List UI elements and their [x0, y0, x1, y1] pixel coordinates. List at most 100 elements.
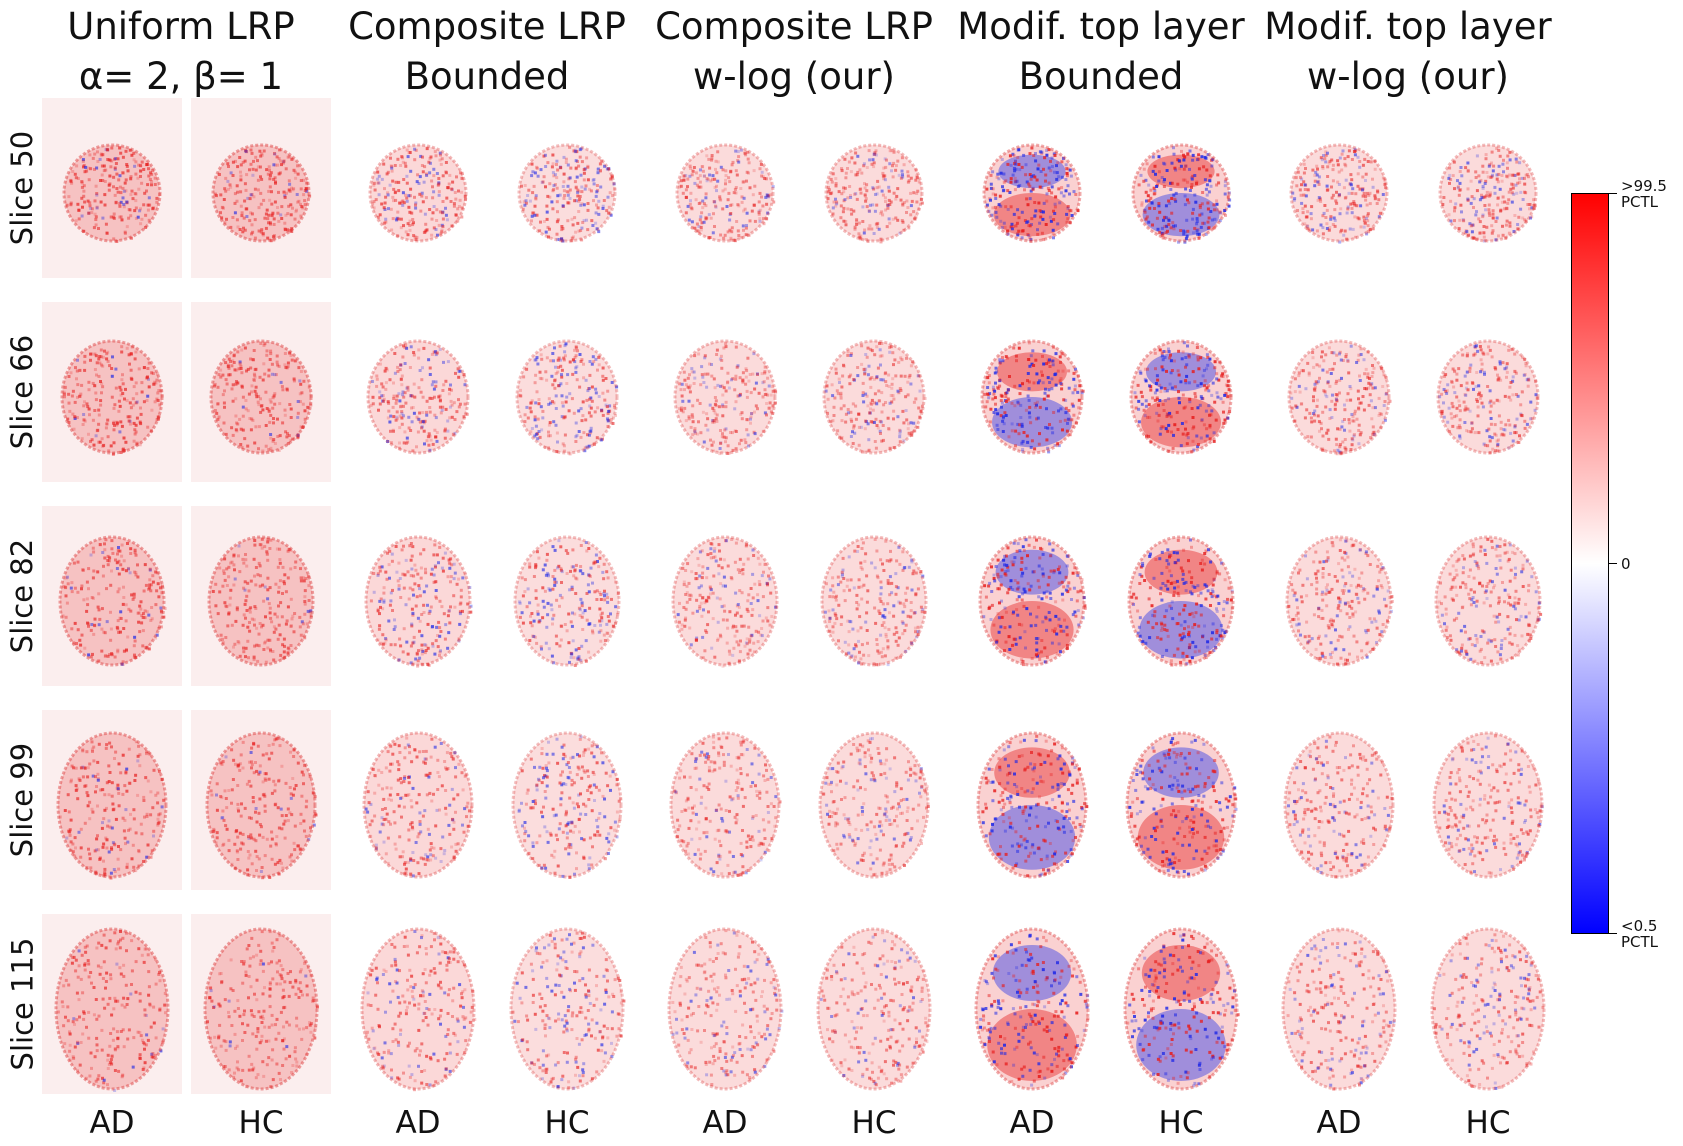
relevance-map-panel — [1413, 93, 1563, 283]
relevance-map-panel — [37, 705, 187, 895]
relevance-map-panel — [37, 909, 187, 1099]
column-title-4: Modif. top layer Bounded — [951, 2, 1251, 102]
relevance-map-panel — [1106, 909, 1256, 1099]
relevance-map-panel — [1106, 705, 1256, 895]
brain-slice-heatmap — [1432, 731, 1544, 879]
subject-label-ad: AD — [1009, 1105, 1055, 1141]
brain-slice-heatmap — [1283, 731, 1395, 879]
subject-label-hc: HC — [1158, 1105, 1204, 1141]
column-title-5-line1: Modif. top layer — [1264, 5, 1552, 48]
relevance-map-panel — [1264, 93, 1414, 283]
colorbar-gradient — [1571, 193, 1609, 934]
relevance-map-panel — [799, 705, 949, 895]
column-title-2-line2: Bounded — [404, 55, 570, 98]
relevance-map-panel — [957, 93, 1107, 283]
brain-slice-heatmap — [517, 143, 617, 243]
relevance-map-panel — [1264, 297, 1414, 487]
relevance-map-panel — [186, 501, 336, 691]
relevance-map-panel — [1413, 705, 1563, 895]
relevance-map-panel — [650, 93, 800, 283]
brain-slice-heatmap — [667, 927, 784, 1091]
subject-label-hc: HC — [851, 1105, 897, 1141]
colorbar-label-top-unit: PCTL — [1621, 193, 1659, 211]
brain-slice-heatmap — [1289, 143, 1389, 244]
relevance-map-panel — [957, 705, 1107, 895]
relevance-map-panel — [1413, 909, 1563, 1099]
colorbar-label-top-value: >99.5 — [1621, 177, 1667, 195]
brain-slice-heatmap — [976, 731, 1089, 879]
brain-slice-heatmap — [673, 339, 778, 456]
row-label-text: Slice 99 — [5, 742, 39, 858]
relevance-map-panel — [650, 705, 800, 895]
brain-slice-heatmap — [822, 339, 927, 455]
brain-slice-heatmap — [42, 98, 182, 278]
column-title-4-line1: Modif. top layer — [957, 5, 1245, 48]
relevance-map-panel — [957, 501, 1107, 691]
column-title-5-line2: w-log (our) — [1307, 55, 1509, 98]
relevance-map-panel — [1264, 705, 1414, 895]
brain-slice-heatmap — [368, 143, 468, 243]
relevance-map-panel — [799, 501, 949, 691]
colorbar — [1571, 193, 1609, 934]
relevance-map-panel — [650, 297, 800, 487]
brain-slice-heatmap — [675, 143, 776, 243]
relevance-map-panel — [343, 705, 493, 895]
colorbar-label-bottom-value: <0.5 — [1621, 917, 1658, 935]
brain-slice-heatmap — [513, 535, 621, 667]
brain-slice-heatmap — [42, 710, 182, 890]
relevance-map-panel — [799, 93, 949, 283]
relevance-map-panel — [37, 501, 187, 691]
row-label-text: Slice 82 — [5, 538, 39, 654]
relevance-map-panel — [957, 909, 1107, 1099]
column-title-3: Composite LRP w-log (our) — [644, 2, 944, 102]
relevance-map-panel — [650, 501, 800, 691]
subject-label-hc: HC — [544, 1105, 590, 1141]
column-title-2: Composite LRP Bounded — [337, 2, 637, 102]
brain-slice-heatmap — [1131, 143, 1232, 244]
column-title-3-line2: w-log (our) — [693, 55, 895, 98]
column-title-1: Uniform LRP α= 2, β= 1 — [31, 2, 331, 102]
column-title-1-line2: α= 2, β= 1 — [78, 55, 284, 98]
relevance-map-panel — [1264, 501, 1414, 691]
brain-slice-heatmap — [982, 143, 1082, 243]
brain-slice-heatmap — [42, 302, 182, 482]
brain-slice-heatmap — [671, 535, 779, 668]
relevance-map-panel — [343, 909, 493, 1099]
brain-slice-heatmap — [1129, 339, 1233, 455]
column-title-5: Modif. top layer w-log (our) — [1258, 2, 1558, 102]
relevance-map-panel — [799, 297, 949, 487]
brain-slice-heatmap — [509, 927, 626, 1091]
relevance-map-panel — [650, 909, 800, 1099]
brain-slice-heatmap — [978, 535, 1087, 667]
relevance-map-panel — [186, 705, 336, 895]
relevance-map-panel — [492, 501, 642, 691]
relevance-map-panel — [1106, 297, 1256, 487]
subject-label-ad: AD — [89, 1105, 135, 1141]
brain-slice-heatmap — [1123, 927, 1240, 1091]
colorbar-label-bottom-unit: PCTL — [1621, 933, 1659, 951]
brain-slice-heatmap — [1127, 535, 1235, 667]
relevance-map-panel — [492, 909, 642, 1099]
relevance-map-panel — [186, 909, 336, 1099]
brain-slice-heatmap — [1436, 339, 1540, 455]
colorbar-tick-mid — [1609, 563, 1617, 564]
relevance-map-panel — [343, 297, 493, 487]
relevance-map-panel — [799, 909, 949, 1099]
colorbar-label-bottom: <0.5 PCTL — [1621, 918, 1658, 950]
brain-slice-heatmap — [191, 914, 331, 1094]
relevance-map-panel — [1264, 909, 1414, 1099]
brain-slice-heatmap — [362, 731, 474, 879]
brain-slice-heatmap — [191, 302, 331, 482]
brain-slice-heatmap — [191, 506, 331, 686]
brain-slice-heatmap — [1430, 927, 1546, 1091]
row-label-text: Slice 50 — [5, 130, 39, 246]
relevance-map-panel — [1106, 93, 1256, 283]
colorbar-tick-bottom — [1609, 933, 1617, 934]
brain-slice-heatmap — [1287, 339, 1392, 456]
brain-slice-heatmap — [816, 927, 932, 1091]
brain-slice-heatmap — [364, 535, 473, 668]
brain-slice-heatmap — [818, 731, 930, 879]
relevance-map-panel — [343, 93, 493, 283]
colorbar-label-mid: 0 — [1621, 555, 1631, 573]
column-title-3-line1: Composite LRP — [655, 5, 933, 48]
